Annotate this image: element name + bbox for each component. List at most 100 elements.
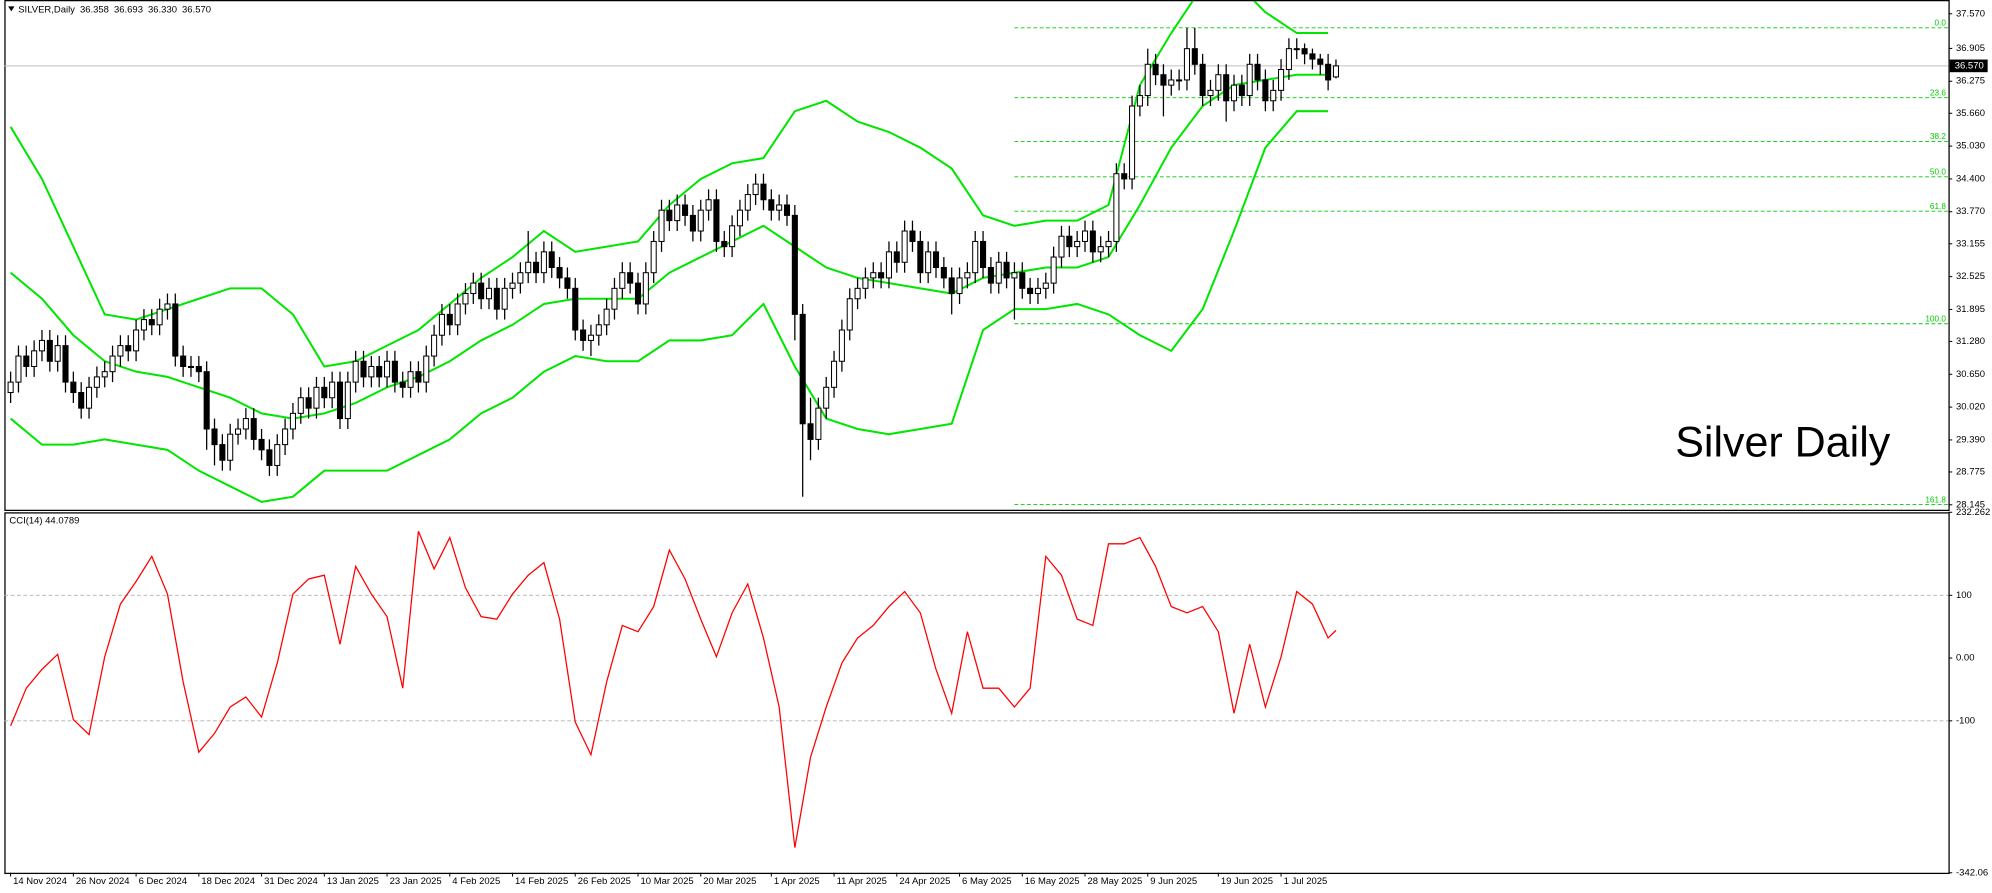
- candle-body: [1191, 48, 1198, 65]
- y-tick-label: 33.770: [1956, 206, 1985, 217]
- candle-body: [305, 397, 312, 409]
- candle-body: [164, 303, 171, 310]
- candle-body: [1011, 272, 1018, 279]
- y-tick-label: 28.145: [1956, 499, 1985, 510]
- candle-body: [972, 240, 979, 274]
- candle-body: [258, 438, 265, 451]
- cci-line: [10, 531, 1337, 848]
- candle-body: [470, 282, 477, 295]
- y-tick-label: 30.650: [1956, 369, 1985, 380]
- candle-body: [1223, 74, 1230, 102]
- candle-body: [987, 266, 994, 284]
- candle-body: [46, 339, 53, 362]
- candle-body: [980, 240, 987, 268]
- axes: SILVER,Daily 36.358 36.693 36.330 36.570 Silv…: [9, 4, 1990, 887]
- candle-body: [1058, 235, 1065, 258]
- x-tick-label: 28 May 2025: [1088, 876, 1143, 887]
- header-value: 36.693: [114, 4, 143, 15]
- fib-label: 23.6: [1930, 88, 1946, 97]
- x-tick-label: 19 Jun 2025: [1221, 876, 1273, 887]
- candle-body: [1230, 84, 1238, 102]
- candle-body: [1081, 230, 1089, 242]
- fib-label: 50.0: [1930, 168, 1946, 177]
- candle-body: [1238, 84, 1245, 97]
- candle-body: [870, 272, 877, 279]
- candle-body: [603, 308, 610, 326]
- candle-body: [1089, 230, 1096, 253]
- candle-body: [1097, 246, 1104, 253]
- header-value: 36.570: [182, 4, 211, 15]
- y-tick-label: 28.775: [1956, 466, 1985, 477]
- candle-body: [1246, 63, 1253, 97]
- candle-body: [282, 428, 289, 446]
- candle-body: [501, 287, 508, 310]
- candle-body: [384, 360, 391, 378]
- candle-body: [525, 261, 532, 274]
- x-tick-label: 4 Feb 2025: [452, 876, 500, 887]
- candle-body: [423, 355, 430, 383]
- y-tick-label: 29.390: [1956, 434, 1985, 445]
- y-tick-label: 31.895: [1956, 304, 1985, 315]
- fib-label: 0.0: [1934, 19, 1946, 28]
- candle-body: [776, 204, 783, 211]
- candle-body: [705, 199, 712, 211]
- candle-body: [642, 272, 649, 305]
- candle-body: [964, 272, 971, 279]
- x-tick-label: 23 Jan 2025: [390, 876, 442, 887]
- candle-body: [38, 339, 46, 352]
- candle-body: [399, 381, 406, 388]
- candle-body: [478, 282, 485, 300]
- candle-body: [125, 345, 132, 352]
- candle-body: [78, 392, 85, 409]
- candle-body: [140, 319, 147, 331]
- candle-body: [360, 360, 367, 378]
- candle-body: [1207, 89, 1214, 97]
- candle-body: [815, 407, 822, 440]
- header-arrow: [8, 6, 15, 12]
- candle-body: [438, 313, 445, 336]
- candle-body: [289, 412, 296, 430]
- y-tick-label: 100: [1956, 590, 1972, 601]
- candle-body: [1285, 48, 1292, 71]
- x-tick-label: 26 Feb 2025: [578, 876, 631, 887]
- main-plot: [4, 1, 1949, 505]
- candle-body: [195, 365, 202, 373]
- candle-body: [1262, 79, 1269, 102]
- indicator-title: CCI(14) 44.0789: [9, 516, 79, 527]
- candle-body: [1278, 69, 1285, 91]
- candle-body: [1254, 63, 1261, 81]
- cci-panel-border: [4, 512, 1950, 875]
- candle-body: [1160, 74, 1167, 86]
- candle-body: [321, 386, 328, 399]
- candle-body: [611, 287, 618, 310]
- candle-body: [368, 365, 375, 378]
- main-panel-border: [4, 0, 1950, 512]
- candle-body: [650, 240, 657, 274]
- candle-body: [101, 371, 108, 378]
- candle-body: [1034, 287, 1041, 295]
- candle-body: [948, 277, 955, 295]
- candle-body: [893, 251, 900, 263]
- candle-body: [391, 360, 398, 383]
- candle-body: [627, 272, 634, 284]
- x-tick-label: 6 Dec 2024: [139, 876, 187, 887]
- candle-body: [1042, 282, 1049, 289]
- candle-body: [242, 418, 249, 430]
- candle-body: [878, 272, 885, 279]
- candle-body: [1301, 48, 1308, 55]
- candle-body: [791, 214, 798, 315]
- candle-body: [274, 444, 281, 466]
- candle-body: [729, 225, 736, 248]
- candle-body: [509, 282, 516, 289]
- candle-body: [721, 240, 728, 248]
- header-value: 36.330: [148, 4, 177, 15]
- candle-body: [485, 287, 493, 300]
- candle-body: [901, 230, 908, 263]
- y-tick-label: 35.660: [1956, 108, 1985, 119]
- candle-body: [1136, 95, 1143, 107]
- candle-body: [407, 371, 414, 388]
- candle-body: [760, 183, 767, 201]
- candle-body: [1325, 63, 1332, 81]
